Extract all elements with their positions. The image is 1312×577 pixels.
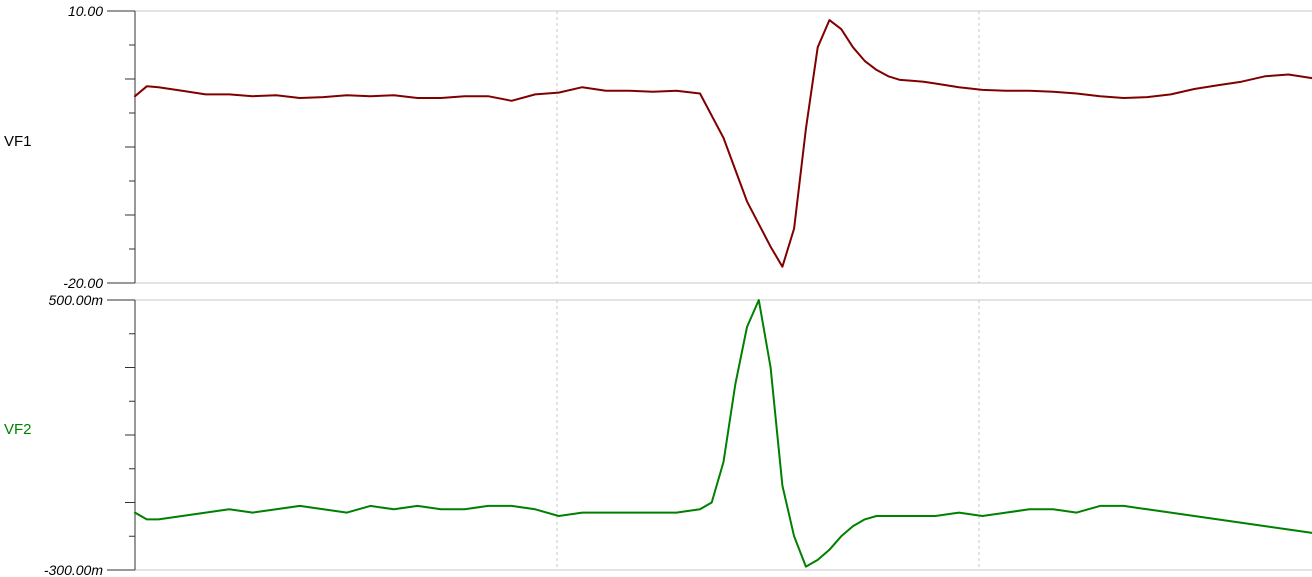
y-tick-label-top: 10.00 (68, 3, 103, 19)
y-tick-label-bottom: -300.00m (44, 562, 103, 577)
trace-line-vf1 (134, 19, 1312, 268)
trace-line-vf2 (134, 299, 1312, 568)
panel-2: 500.00m -300.00m VF2 (4, 292, 1312, 577)
y-tick-label-bottom: -20.00 (63, 275, 103, 291)
y-tick-label-top: 500.00m (49, 292, 104, 308)
trace-label: VF1 (4, 133, 32, 150)
panel-1: 10.00 -20.00 VF1 (4, 3, 1312, 291)
chart-panels: 10.00 -20.00 VF1 500.00m -300.00m VF2 (4, 3, 1312, 577)
trace-label: VF2 (4, 421, 32, 438)
